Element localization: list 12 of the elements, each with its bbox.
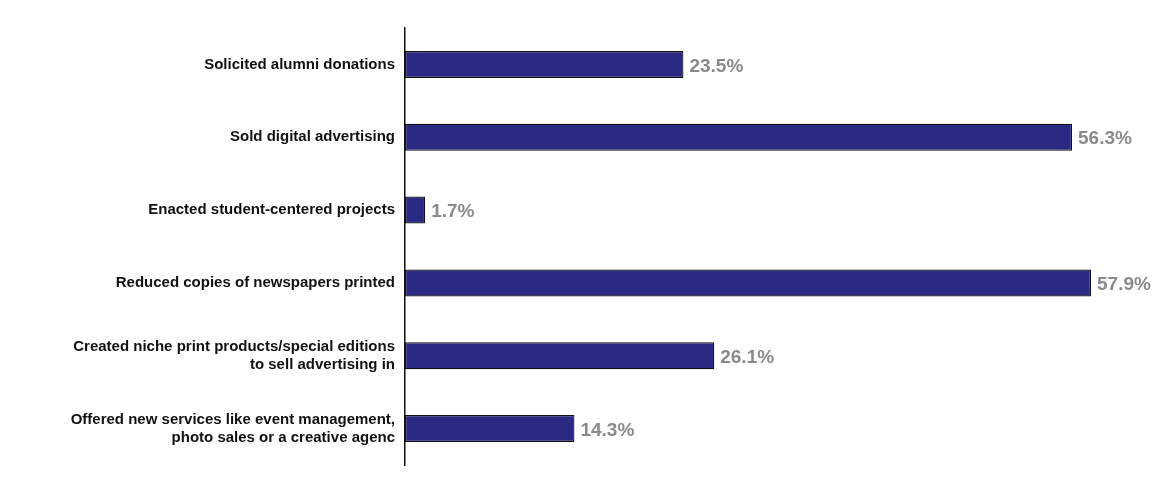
data-label: 56.3%: [1078, 127, 1133, 149]
data-label: 57.9%: [1097, 273, 1151, 295]
data-label: 26.1%: [720, 345, 775, 367]
y-tick-label: Created niche print products/special editions to sell advertising in: [73, 336, 395, 372]
y-tick-label: Offered new services like event management, photo sales or a creative agenc: [70, 409, 395, 445]
y-tick-label: Sold digital advertising: [229, 127, 395, 145]
data-label: 14.3%: [580, 418, 635, 440]
y-tick-label: Solicited alumni donations: [204, 54, 395, 72]
data-label: 23.5%: [689, 54, 744, 76]
data-label: 1.7%: [431, 200, 475, 222]
y-tick-label: Enacted student-centered projects: [148, 200, 395, 218]
y-tick-label: Reduced copies of newspapers printed: [115, 273, 395, 291]
